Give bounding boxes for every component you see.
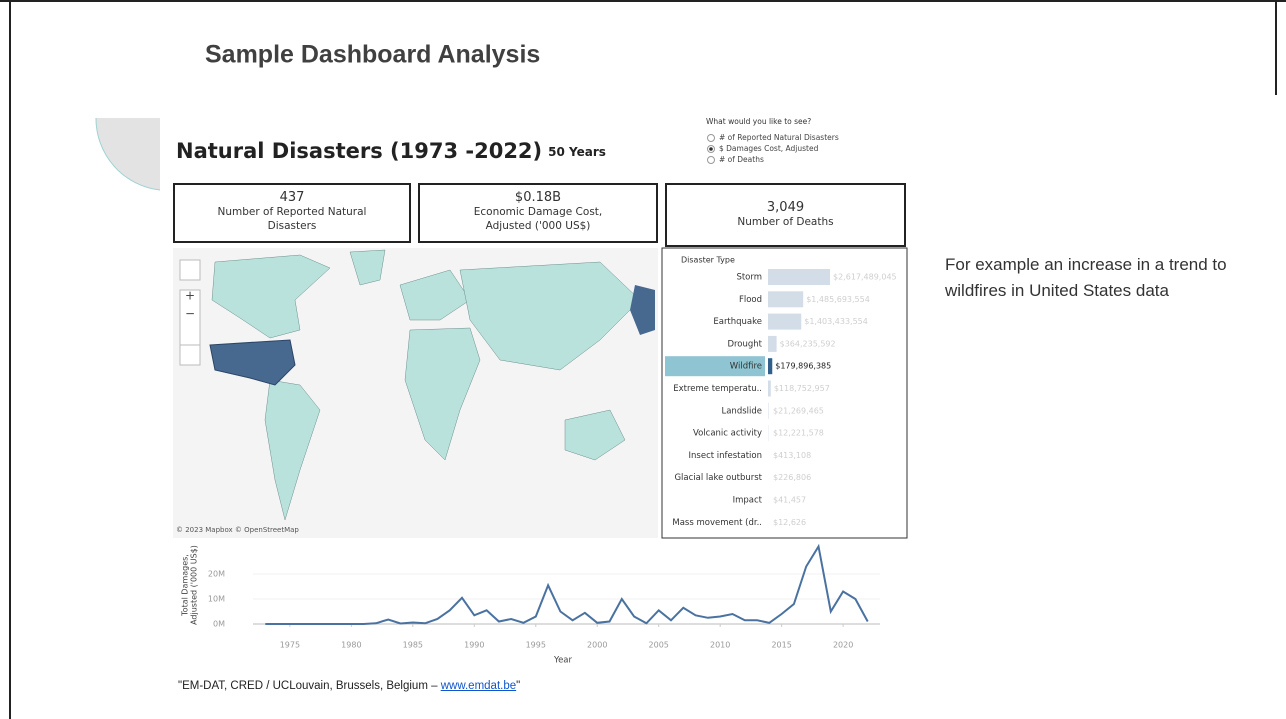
legend-title: Disaster Type: [681, 256, 735, 265]
y-tick-label: 10M: [208, 595, 225, 604]
zoom-out[interactable]: −: [185, 307, 195, 321]
x-tick-label: 1990: [464, 641, 484, 650]
kpi-value: 437: [279, 190, 305, 205]
play[interactable]: [179, 344, 201, 366]
bar: [768, 335, 777, 352]
line: [265, 543, 869, 625]
value-label: $179,896,385: [775, 362, 831, 371]
europe: [399, 269, 471, 321]
value-label: $12,221,578: [773, 429, 824, 438]
title: Natural Disasters (1973 -2022): [176, 139, 542, 163]
kpi-label: Economic Damage Cost, Adjusted ('000 US$…: [473, 206, 603, 232]
category-label: Landslide: [721, 406, 762, 416]
x-tick-label: 1975: [280, 641, 300, 650]
alaska: [630, 285, 655, 335]
subtitle: 50 Years: [548, 145, 606, 159]
bar: [768, 402, 769, 419]
bar: [768, 358, 773, 375]
kpi-value: $0.18B: [514, 190, 562, 205]
kpi-label: Number of Deaths: [737, 216, 834, 228]
south-america: [264, 379, 321, 521]
kpi-label: Number of Reported Natural Disasters: [217, 206, 367, 232]
slide-title: Sample Dashboard Analysis: [205, 41, 540, 69]
category-label: Mass movement (dr..: [672, 518, 762, 528]
category-label: Impact: [733, 496, 763, 506]
x-tick-label: 2015: [771, 641, 791, 650]
decor: [95, 118, 160, 190]
x-tick-label: 1980: [341, 641, 361, 650]
x-tick-label: 1995: [526, 641, 546, 650]
value-label: $1,403,433,554: [804, 317, 868, 326]
x-tick-label: 2020: [833, 641, 853, 650]
map-credit: © 2023 Mapbox © OpenStreetMap: [176, 526, 299, 534]
kpi: 3,049 Number of Deaths: [665, 183, 906, 247]
category-label: Earthquake: [713, 317, 762, 327]
value-label: $1,485,693,554: [806, 295, 870, 304]
x-tick-label: 2005: [649, 641, 669, 650]
source-link[interactable]: www.emdat.be: [440, 680, 517, 692]
value-label: $364,235,592: [780, 339, 836, 348]
kpi-value: 3,049: [766, 200, 805, 215]
bar: [768, 269, 830, 285]
y-axis-label: Adjusted ('000 US$): [190, 545, 199, 625]
bar-chart: Storm $2,617,489,045 Flood $1,485,693,554 Ea…: [665, 269, 897, 531]
radio-label: $ Damages Cost, Adjusted: [719, 144, 819, 153]
x-axis-label: Year: [553, 656, 573, 666]
value-label: $226,806: [773, 473, 811, 482]
radio-label: # of Reported Natural Disasters: [719, 133, 839, 142]
value-label: $118,752,957: [774, 384, 830, 393]
y-axis-label: Total Damages,: [181, 554, 190, 617]
y-tick-label: 0M: [213, 620, 225, 629]
bar: [768, 291, 804, 308]
zoom-in[interactable]: +: [185, 289, 195, 303]
category-label: Flood: [739, 295, 762, 305]
value-label: $12,626: [773, 518, 806, 527]
map-controls[interactable]: [179, 259, 201, 366]
radio-dot: [709, 147, 713, 151]
decor: [95, 117, 161, 191]
radio[interactable]: [707, 156, 715, 164]
line-chart: 0M 10M 20M 1975 1980 1985 1990 1995 2000 2005 2010…: [181, 543, 880, 666]
source: "EM-DAT, CRED / UCLouvain, Brussels, Bel…: [178, 680, 520, 692]
canada: [211, 254, 331, 339]
radio[interactable]: [707, 134, 715, 142]
australia: [564, 409, 626, 461]
value-label: $413,108: [773, 451, 811, 460]
value-label: $2,617,489,045: [833, 273, 897, 282]
asia: [459, 261, 641, 371]
greenland: [349, 249, 386, 286]
search[interactable]: [179, 259, 201, 281]
category-label: Insect infestation: [689, 451, 762, 461]
radio-label: # of Deaths: [719, 155, 764, 164]
category-label: Glacial lake outburst: [674, 473, 762, 483]
source-end: ": [516, 680, 521, 692]
kpi: 437 Number of Reported Natural Disasters: [173, 183, 411, 243]
category-label: Drought: [727, 339, 762, 349]
kpi: $0.18B Economic Damage Cost, Adjusted ('0…: [418, 183, 658, 243]
africa: [404, 327, 481, 461]
bar: [768, 313, 802, 330]
category-label: Volcanic activity: [693, 429, 762, 439]
bar: [768, 380, 771, 397]
x-tick-label: 2000: [587, 641, 607, 650]
highlight: [665, 356, 765, 377]
selector-prompt: What would you like to see?: [706, 117, 811, 126]
source-text: "EM-DAT, CRED / UCLouvain, Brussels, Bel…: [178, 680, 441, 692]
y-tick-label: 20M: [208, 570, 225, 579]
category-label: Extreme temperatu..: [673, 384, 762, 394]
note: For example an increase in a trend to wi…: [945, 255, 1227, 300]
usa: [209, 339, 296, 386]
value-label: $21,269,465: [773, 406, 824, 415]
x-tick-label: 1985: [403, 641, 423, 650]
category-label: Wildfire: [730, 362, 762, 372]
x-tick-label: 2010: [710, 641, 730, 650]
map-land: [211, 249, 641, 521]
dashboard-title: Natural Disasters (1973 -2022) 50 Years: [176, 139, 606, 163]
category-label: Storm: [736, 273, 762, 283]
value-label: $41,457: [773, 496, 806, 505]
selector: # of Reported Natural Disasters $ Damages…: [707, 133, 839, 164]
